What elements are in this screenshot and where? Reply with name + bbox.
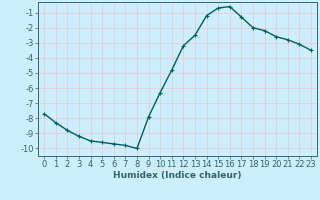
X-axis label: Humidex (Indice chaleur): Humidex (Indice chaleur) — [113, 171, 242, 180]
